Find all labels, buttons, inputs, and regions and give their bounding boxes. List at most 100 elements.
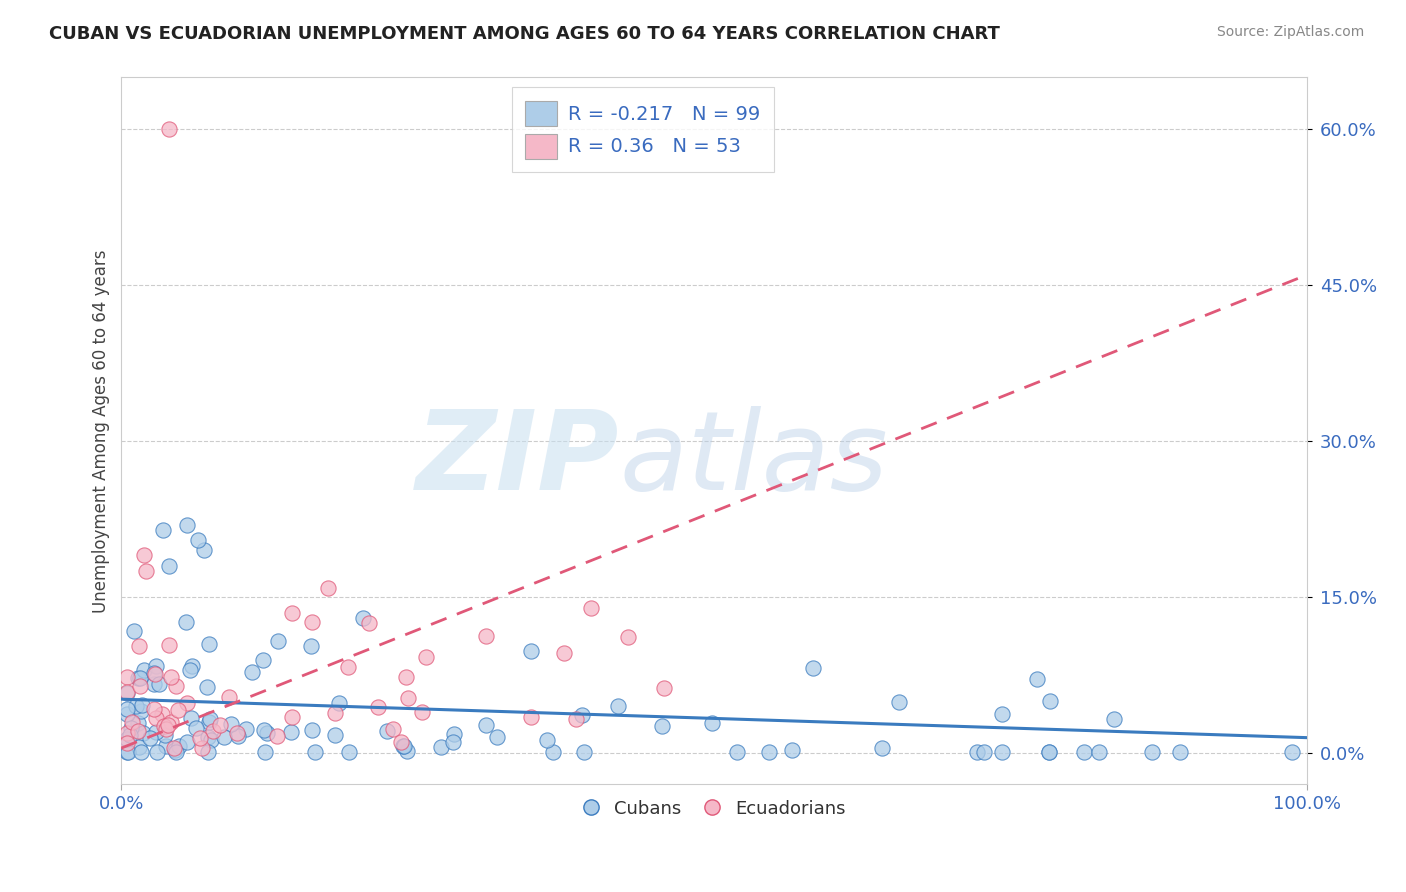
Point [117,745,139,759]
Point [152,706,174,721]
Point [377,724,399,739]
Text: CUBAN VS ECUADORIAN UNEMPLOYMENT AMONG AGES 60 TO 64 YEARS CORRELATION CHART: CUBAN VS ECUADORIAN UNEMPLOYMENT AMONG A… [49,25,1000,43]
Point [579,601,602,615]
Point [197,731,219,745]
Point [117,745,139,759]
Point [117,686,139,700]
Point [157,559,180,574]
Point [485,730,508,744]
Point [1038,745,1060,759]
Point [652,681,675,695]
Point [226,726,249,740]
Point [574,745,596,759]
Point [127,716,149,731]
Point [165,743,187,757]
Point [389,735,412,749]
Point [145,711,167,725]
Point [536,733,558,747]
Point [143,677,166,691]
Point [160,714,183,729]
Point [117,732,139,747]
Point [188,731,211,745]
Point [475,629,498,643]
Point [226,729,249,743]
Point [127,671,149,685]
Point [117,736,139,750]
Point [163,741,186,756]
Point [120,728,142,742]
Point [156,718,179,732]
Point [1038,745,1060,759]
Point [392,739,415,753]
Text: atlas: atlas [619,406,887,513]
Point [129,704,152,718]
Point [381,722,404,736]
Point [209,718,232,732]
Point [200,733,222,747]
Point [267,633,290,648]
Text: ZIP: ZIP [416,406,619,513]
Point [120,721,142,735]
Point [197,745,219,759]
Point [725,745,748,759]
Point [780,742,803,756]
Point [253,723,276,737]
Point [801,661,824,675]
Point [304,745,326,759]
Point [176,734,198,748]
Point [571,707,593,722]
Point [155,722,177,736]
Point [122,624,145,638]
Point [565,712,588,726]
Point [256,726,278,740]
Point [145,725,167,739]
Point [352,610,374,624]
Point [117,726,139,740]
Point [616,631,638,645]
Point [128,740,150,755]
Point [443,727,465,741]
Point [165,745,187,759]
Point [323,706,346,720]
Point [125,699,148,714]
Point [131,698,153,712]
Point [367,700,389,714]
Point [201,724,224,739]
Point [159,669,181,683]
Point [441,734,464,748]
Point [1168,745,1191,759]
Point [146,745,169,759]
Point [758,745,780,759]
Point [990,706,1012,721]
Point [159,638,181,652]
Point [186,721,208,735]
Point [148,677,170,691]
Point [117,685,139,699]
Point [128,640,150,654]
Point [240,665,263,679]
Point [301,723,323,737]
Point [475,718,498,732]
Point [651,719,673,733]
Point [872,741,894,756]
Point [117,702,139,716]
Point [176,517,198,532]
Point [280,724,302,739]
Point [132,548,155,562]
Point [132,663,155,677]
Point [143,665,166,680]
Point [253,745,276,759]
Point [167,703,190,717]
Point [153,728,176,742]
Point [155,739,177,753]
Point [191,740,214,755]
Point [301,615,323,629]
Point [887,695,910,709]
Point [218,690,240,704]
Point [129,679,152,693]
Point [411,705,433,719]
Point [316,581,339,595]
Point [142,702,165,716]
Point [395,670,418,684]
Point [195,680,218,694]
